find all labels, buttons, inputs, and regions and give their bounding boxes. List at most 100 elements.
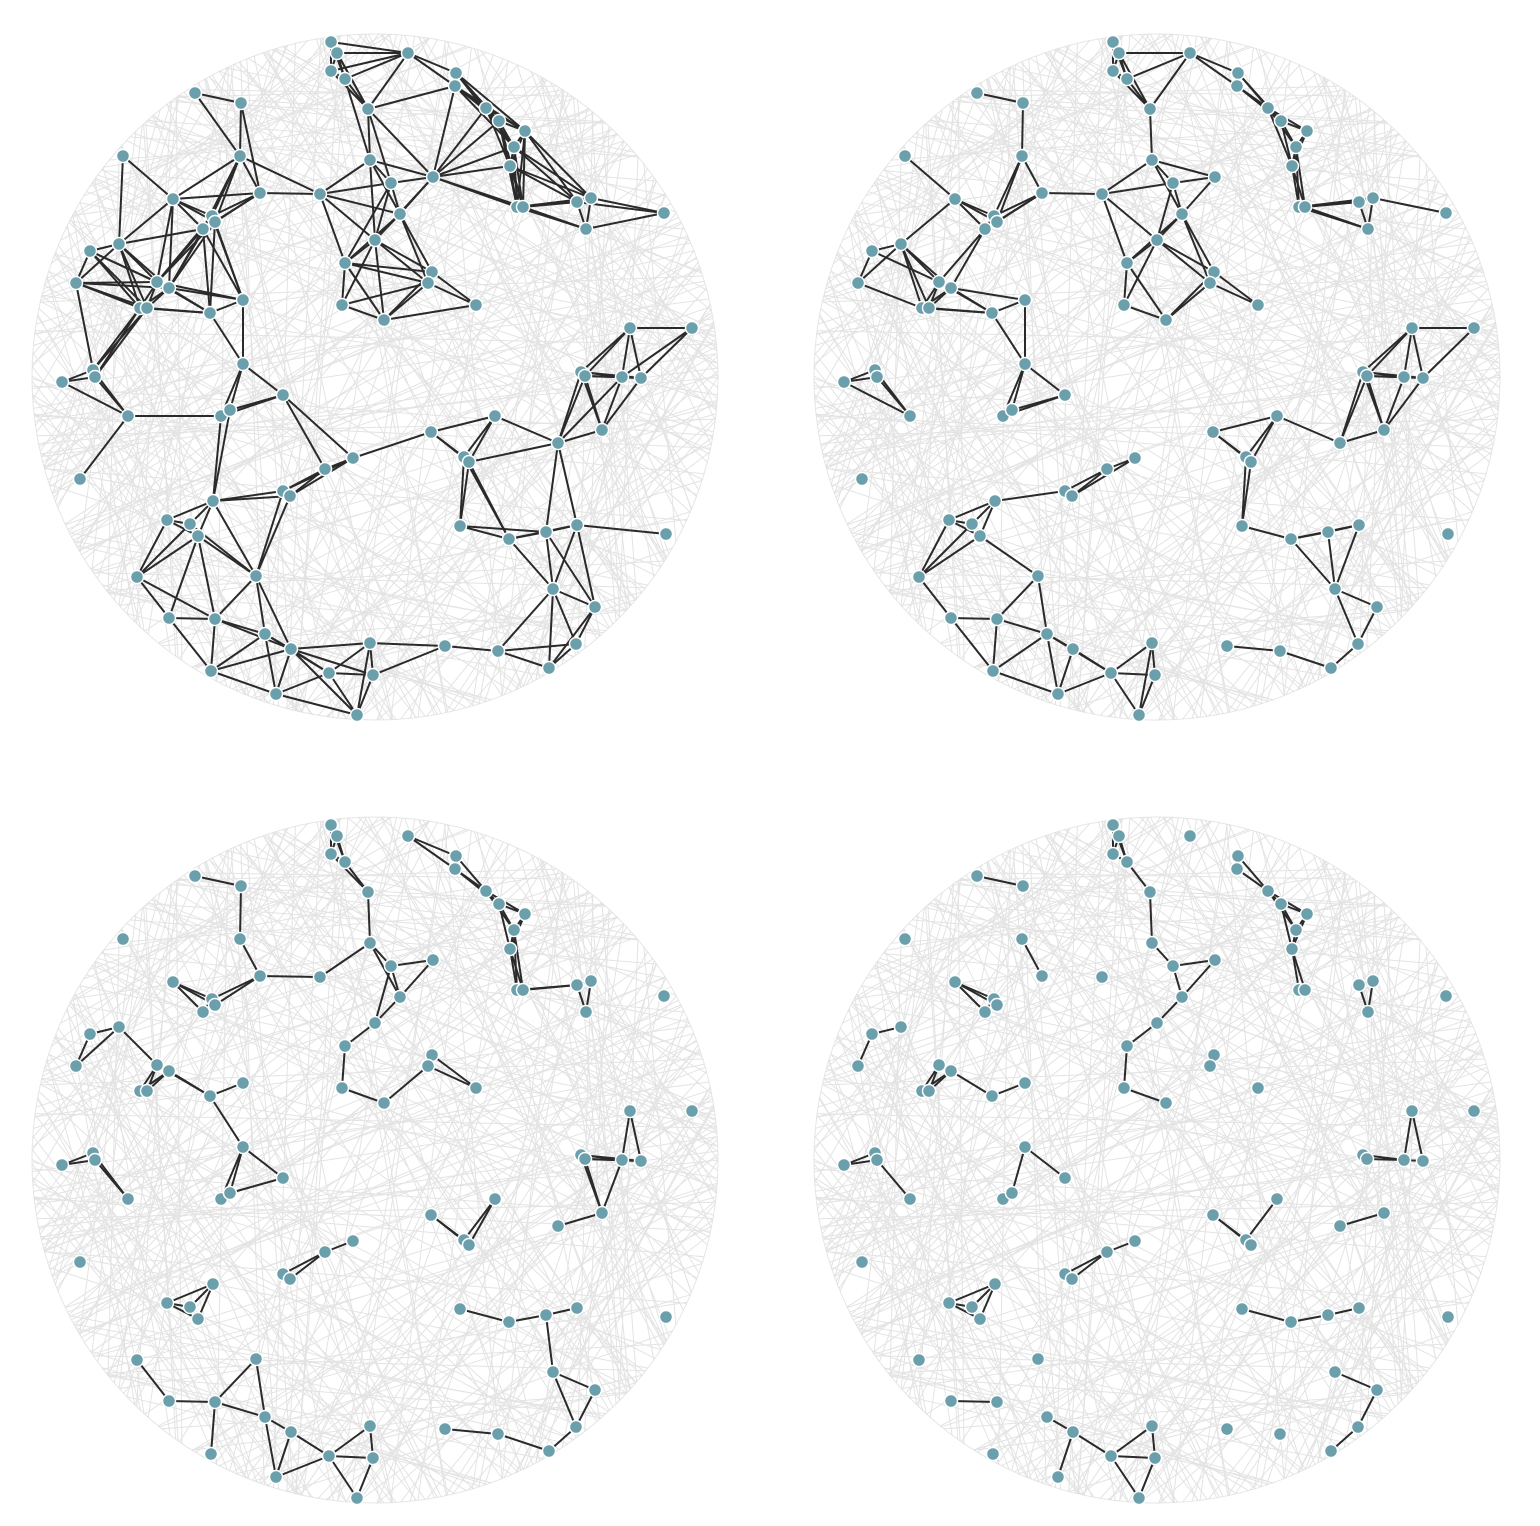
- edge: [407, 52, 456, 87]
- background-edge: [143, 906, 179, 1441]
- background-edge: [133, 915, 716, 1121]
- edge: [367, 891, 371, 944]
- node: [54, 374, 70, 390]
- background-edge: [856, 210, 1020, 692]
- background-edge: [211, 857, 579, 1437]
- background-edge: [46, 880, 576, 1062]
- node: [490, 1426, 506, 1442]
- node: [1205, 424, 1221, 440]
- node: [658, 526, 674, 542]
- background-edge: [107, 818, 340, 1376]
- background-edge: [1000, 854, 1380, 1422]
- edge: [122, 155, 174, 200]
- edge: [242, 1146, 284, 1179]
- node: [1127, 1233, 1143, 1249]
- background-edge: [934, 898, 1224, 1497]
- background-edge: [166, 104, 436, 716]
- node: [360, 884, 376, 900]
- node: [1057, 387, 1073, 403]
- edge: [497, 1433, 550, 1452]
- edge: [1138, 642, 1153, 716]
- node: [989, 611, 1005, 627]
- background-edge: [561, 89, 655, 577]
- background-edge: [218, 71, 598, 639]
- edge: [374, 182, 392, 241]
- background-edge: [836, 1037, 1301, 1473]
- background-edge: [287, 1382, 637, 1493]
- background-edge: [34, 415, 711, 449]
- node: [1111, 45, 1127, 61]
- node: [594, 1205, 610, 1221]
- edge: [118, 228, 204, 245]
- edge: [950, 228, 986, 289]
- node: [159, 1295, 175, 1311]
- active-edges: [61, 41, 693, 716]
- node: [1182, 45, 1198, 61]
- background-edge: [1131, 824, 1228, 1503]
- node: [312, 186, 328, 202]
- node: [337, 71, 353, 87]
- node: [943, 1063, 959, 1079]
- background-edge: [31, 366, 299, 712]
- edge: [259, 192, 321, 195]
- background-edge: [915, 915, 1498, 1121]
- edge: [75, 243, 120, 284]
- node: [538, 524, 554, 540]
- background-edge: [119, 518, 688, 607]
- node: [437, 638, 453, 654]
- background-edge: [815, 412, 1237, 712]
- edge: [94, 1159, 129, 1200]
- node: [1099, 461, 1115, 477]
- background-edge: [367, 816, 662, 1350]
- edge: [214, 1401, 266, 1418]
- background-edge: [835, 1040, 1409, 1394]
- background-edge: [1014, 1183, 1500, 1473]
- edge: [1334, 588, 1359, 645]
- background-edge: [38, 376, 719, 445]
- edge: [1383, 377, 1424, 431]
- edge: [212, 500, 257, 577]
- node: [362, 635, 378, 651]
- background-edge: [236, 1374, 643, 1475]
- background-edge: [136, 883, 173, 1407]
- node: [550, 435, 566, 451]
- background-edge: [1204, 820, 1482, 1274]
- edge: [369, 642, 446, 647]
- node: [349, 1490, 365, 1506]
- edge: [900, 243, 923, 309]
- background-edge: [850, 1004, 1334, 1455]
- node: [362, 152, 378, 168]
- node: [1119, 1038, 1135, 1054]
- edge: [621, 327, 693, 378]
- edge: [367, 52, 409, 110]
- background-edge: [816, 1198, 1493, 1232]
- edge: [275, 693, 358, 716]
- background-edge: [856, 993, 1208, 1500]
- background-edge: [1199, 60, 1291, 718]
- background-edge: [834, 986, 1454, 1277]
- edge: [576, 524, 596, 608]
- background-edge: [40, 353, 718, 455]
- edge: [552, 588, 596, 608]
- edge: [75, 1026, 120, 1067]
- edge: [552, 524, 578, 590]
- background-edge: [206, 861, 382, 1504]
- node: [283, 641, 299, 657]
- background-edge: [1283, 872, 1346, 1479]
- edge: [1110, 672, 1140, 716]
- edge: [172, 155, 241, 200]
- edge: [1101, 159, 1153, 195]
- background-edge: [854, 1040, 1480, 1324]
- graph-panel: [813, 33, 1501, 723]
- edge: [1149, 108, 1153, 161]
- edge: [522, 984, 578, 991]
- edge: [290, 648, 330, 674]
- node: [317, 1244, 333, 1260]
- background-edge: [34, 1033, 695, 1200]
- edge: [601, 1159, 623, 1214]
- edge: [212, 415, 222, 502]
- background-edge: [830, 892, 943, 1268]
- edge: [950, 1070, 993, 1097]
- background-edge: [34, 1101, 714, 1205]
- edge: [319, 193, 376, 241]
